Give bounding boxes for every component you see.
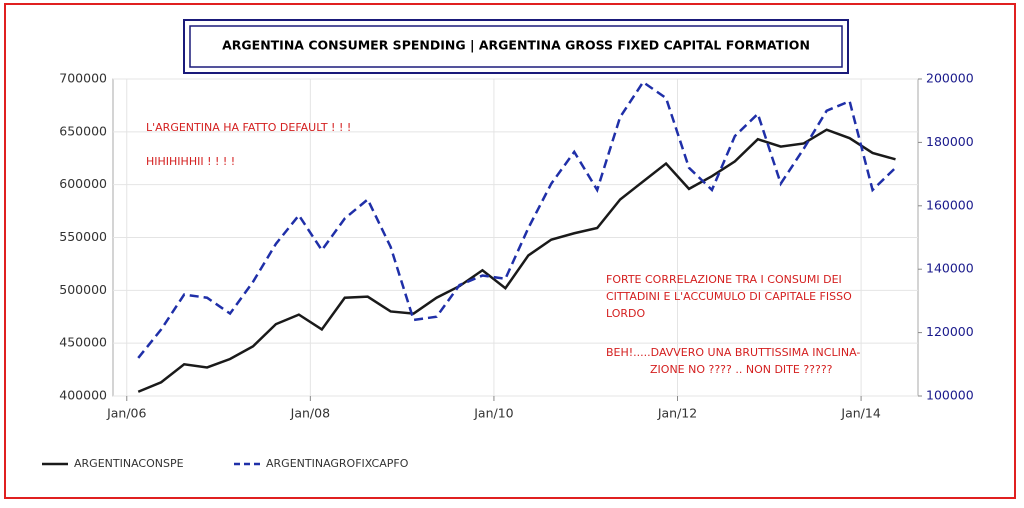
annotation: FORTE CORRELAZIONE TRA I CONSUMI DEI [606,273,842,286]
annotation: ZIONE NO ???? .. NON DITE ????? [650,363,833,376]
legend-label: ARGENTINACONSPE [74,457,184,470]
y2-tick-label: 180000 [926,134,974,149]
y2-tick-label: 100000 [926,388,974,403]
series-line [137,128,896,393]
legend-label: ARGENTINAGROFIXCAPFO [266,457,409,470]
y-tick-label: 600000 [59,176,107,191]
y-tick-label: 450000 [59,335,107,350]
x-tick-label: Jan/06 [106,406,146,421]
x-tick-label: Jan/12 [657,406,697,421]
y-tick-label: 400000 [59,388,107,403]
y-tick-label: 700000 [59,71,107,86]
x-tick-label: Jan/08 [290,406,330,421]
title-inner-box [189,25,843,68]
y-tick-label: 650000 [59,123,107,138]
outer-border [4,3,1016,499]
series-line [137,80,897,359]
annotation: BEH!.....DAVVERO UNA BRUTTISSIMA INCLINA… [606,346,860,359]
x-tick-label: Jan/10 [473,406,513,421]
y2-tick-label: 120000 [926,324,974,339]
annotation: L'ARGENTINA HA FATTO DEFAULT ! ! ! [146,121,351,134]
y-tick-label: 550000 [59,229,107,244]
annotation: CITTADINI E L'ACCUMULO DI CAPITALE FISSO [606,290,852,303]
y2-tick-label: 160000 [926,197,974,212]
annotation: LORDO [606,307,646,320]
y2-tick-label: 140000 [926,261,974,276]
chart-title: ARGENTINA CONSUMER SPENDING | ARGENTINA … [222,38,810,53]
y-tick-label: 500000 [59,282,107,297]
annotation: HIHIHIHHII ! ! ! ! [146,155,235,168]
y2-tick-label: 200000 [926,71,974,86]
x-tick-label: Jan/14 [840,406,880,421]
